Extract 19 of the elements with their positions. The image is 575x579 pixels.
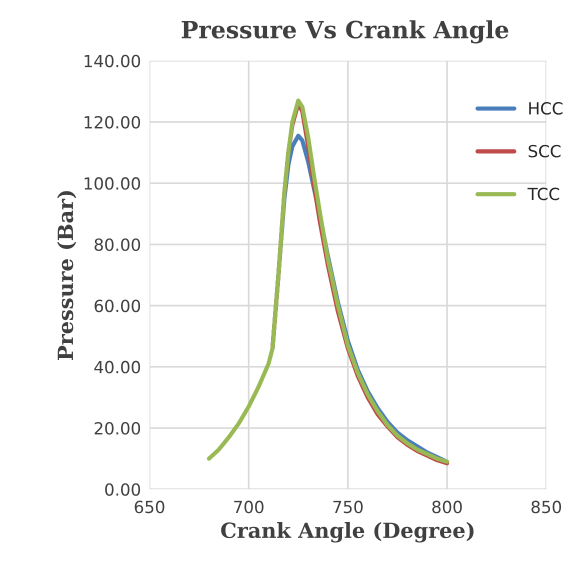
y-axis-title: Pressure (Bar) xyxy=(57,191,76,360)
x-tick-label: 750 xyxy=(333,500,363,514)
y-tick-label: 20.00 xyxy=(94,422,140,435)
x-tick-label: 700 xyxy=(234,500,264,514)
x-tick-label: 800 xyxy=(432,500,462,514)
y-tick-label: 140.00 xyxy=(84,54,140,68)
y-tick-label: 60.00 xyxy=(94,300,140,312)
legend-label: SCC xyxy=(528,144,561,158)
y-tick-label: 40.00 xyxy=(94,360,140,374)
y-tick-label: 0.00 xyxy=(105,483,140,496)
x-tick-label: 650 xyxy=(134,500,164,514)
y-tick-label: 100.00 xyxy=(84,177,140,190)
y-tick-label: 120.00 xyxy=(84,116,140,129)
x-tick-label: 850 xyxy=(531,500,562,514)
legend-label: TCC xyxy=(528,188,560,200)
x-axis-title: Crank Angle (Degree) xyxy=(221,522,474,543)
legend-label: HCC xyxy=(529,102,562,115)
y-tick-label: 80.00 xyxy=(94,238,140,251)
chart-title: Pressure Vs Crank Angle xyxy=(182,20,508,44)
